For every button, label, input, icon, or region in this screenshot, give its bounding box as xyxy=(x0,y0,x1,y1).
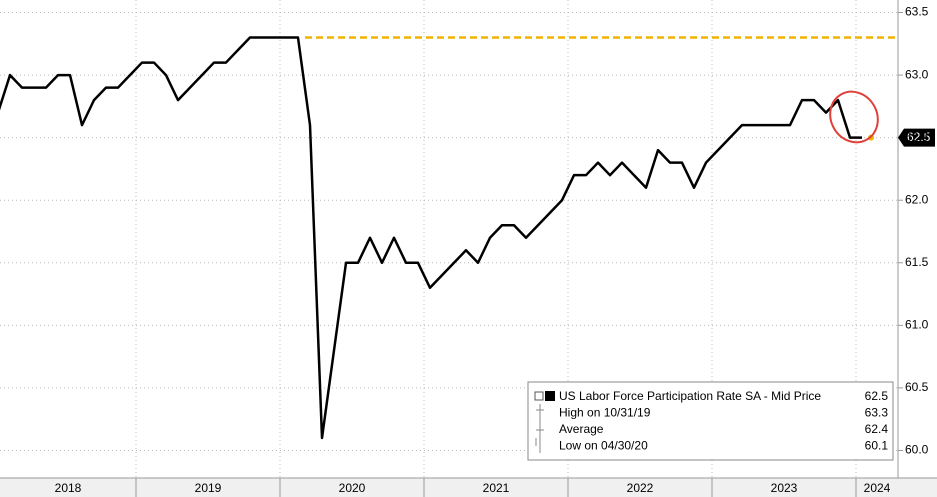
legend-label: Average xyxy=(559,422,604,436)
y-tick-label: 62.0 xyxy=(905,192,929,206)
highlight-circle xyxy=(829,90,879,144)
x-axis-band xyxy=(0,478,937,497)
x-tick-label: 2018 xyxy=(55,481,82,495)
x-tick-label: 2019 xyxy=(195,481,222,495)
last-value-label: 62.5 xyxy=(907,130,931,144)
legend-value: 60.1 xyxy=(865,439,889,453)
y-tick-label: 61.5 xyxy=(905,255,929,269)
legend-label: Low on 04/30/20 xyxy=(559,439,648,453)
x-tick-label: 2021 xyxy=(483,481,510,495)
legend: US Labor Force Participation Rate SA - M… xyxy=(527,381,894,461)
y-tick-label: 63.0 xyxy=(905,67,929,81)
legend-swatch xyxy=(545,391,555,401)
legend-icon xyxy=(535,404,544,453)
legend-value: 62.4 xyxy=(865,422,889,436)
legend-value: 62.5 xyxy=(865,389,889,403)
x-tick-label: 2024 xyxy=(864,481,891,495)
last-value-box xyxy=(898,128,935,147)
y-tick-label: 62.5 xyxy=(905,130,929,144)
y-tick-label: 60.0 xyxy=(905,443,929,457)
x-tick-label: 2020 xyxy=(339,481,366,495)
legend-box xyxy=(527,381,894,461)
x-tick-label: 2022 xyxy=(627,481,654,495)
legend-icon xyxy=(534,391,544,401)
x-tick-label: 2023 xyxy=(771,481,798,495)
y-tick-label: 63.5 xyxy=(905,5,929,19)
legend-label: High on 10/31/19 xyxy=(559,406,651,420)
legend-value: 63.3 xyxy=(865,406,889,420)
data-line xyxy=(0,36,862,440)
y-tick-label: 61.0 xyxy=(905,318,929,332)
legend-label: US Labor Force Participation Rate SA - M… xyxy=(559,389,821,403)
y-tick-label: 60.5 xyxy=(905,380,929,394)
